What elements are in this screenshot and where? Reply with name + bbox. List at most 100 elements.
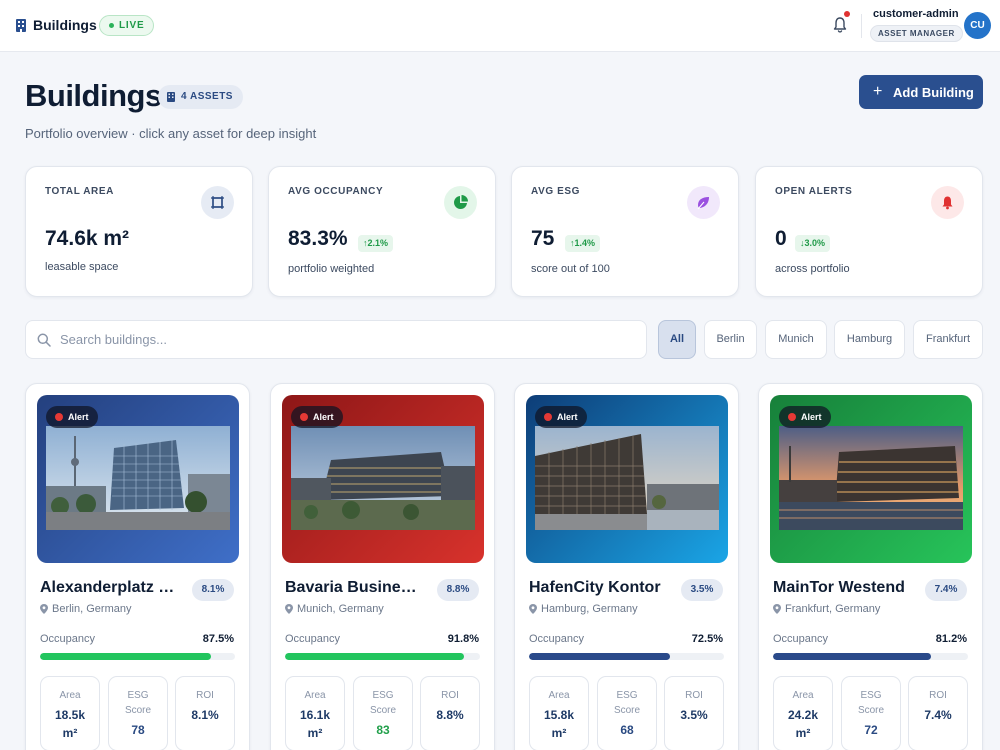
- metric-label: Area: [59, 690, 81, 701]
- roi-badge: 8.8%: [437, 579, 479, 601]
- pie-chart-icon: [444, 186, 477, 219]
- building-icon: [167, 92, 175, 102]
- stat-sub: score out of 100: [531, 263, 610, 275]
- filter-chip-hamburg[interactable]: Hamburg: [834, 320, 905, 359]
- filter-chip-all[interactable]: All: [658, 320, 696, 359]
- metric-value: 8.1%: [191, 708, 219, 722]
- add-building-button[interactable]: + Add Building: [859, 75, 983, 109]
- alert-label: Alert: [557, 412, 578, 422]
- metric-label: ESG Score: [369, 690, 397, 716]
- page-title: Buildings: [25, 78, 162, 113]
- metric-roi: ROI 7.4%: [908, 676, 968, 750]
- occupancy-label: Occupancy: [529, 633, 585, 645]
- metric-value: 8.8%: [436, 708, 464, 722]
- stat-label: TOTAL AREA: [45, 186, 114, 197]
- building-card-alexanderplatz[interactable]: Alert Alexanderplatz Tower 8.1% Berlin, …: [25, 383, 250, 750]
- metric-esg: ESG Score 68: [597, 676, 657, 750]
- role-badge: ASSET MANAGER: [870, 25, 963, 42]
- filter-chip-berlin[interactable]: Berlin: [704, 320, 757, 359]
- metric-value: 24.2k m²: [787, 708, 819, 740]
- stat-label: AVG OCCUPANCY: [288, 186, 384, 197]
- building-card-hafencity[interactable]: Alert HafenCity Kontor 3.5% Hamburg, Ger…: [514, 383, 739, 750]
- occupancy-value: 91.8%: [447, 633, 479, 645]
- stat-card-avg-occupancy: AVG OCCUPANCY 83.3% ↑2.1% portfolio weig…: [268, 166, 496, 297]
- alert-badge: Alert: [46, 406, 98, 428]
- metric-value: 15.8k m²: [543, 708, 575, 740]
- search-icon: [37, 333, 51, 347]
- metric-esg: ESG Score 78: [108, 676, 168, 750]
- occupancy-value: 72.5%: [691, 633, 723, 645]
- asset-count-badge: 4 ASSETS: [158, 85, 243, 109]
- building-name[interactable]: HafenCity Kontor: [529, 579, 661, 596]
- alert-label: Alert: [801, 412, 822, 422]
- building-photo: [46, 426, 230, 530]
- alert-dot: [788, 413, 796, 421]
- building-image-frame: Alert: [282, 395, 484, 563]
- add-building-label: Add Building: [893, 84, 974, 100]
- live-badge: LIVE: [99, 15, 155, 36]
- map-pin-icon: [285, 604, 293, 614]
- stat-label: AVG ESG: [531, 186, 581, 197]
- stat-trend-badge: ↑1.4%: [565, 235, 601, 252]
- occupancy-bar: [773, 653, 968, 660]
- filter-chip-frankfurt[interactable]: Frankfurt: [913, 320, 983, 359]
- asset-count: 4 ASSETS: [181, 91, 233, 102]
- live-label: LIVE: [119, 20, 145, 31]
- stat-sub: across portfolio: [775, 263, 850, 275]
- metric-label: Area: [548, 690, 570, 701]
- metric-value: 78: [131, 723, 145, 737]
- building-name[interactable]: Bavaria Business Park: [285, 579, 425, 596]
- bell-icon: [931, 186, 964, 219]
- building-image-frame: Alert: [37, 395, 239, 563]
- metric-value: 83: [376, 723, 390, 737]
- alert-dot: [544, 413, 552, 421]
- alert-badge: Alert: [779, 406, 831, 428]
- location-text: Berlin, Germany: [52, 603, 132, 615]
- area-icon: [201, 186, 234, 219]
- building-image-frame: Alert: [526, 395, 728, 563]
- stat-card-avg-esg: AVG ESG 75 ↑1.4% score out of 100: [511, 166, 739, 297]
- brand-name[interactable]: Buildings: [33, 17, 97, 33]
- occupancy-bar-fill: [529, 653, 671, 660]
- metric-label: ROI: [929, 690, 947, 701]
- building-card-bavaria[interactable]: Alert Bavaria Business Park 8.8% Munich,…: [270, 383, 495, 750]
- search-input[interactable]: [60, 321, 630, 358]
- occupancy-bar-fill: [40, 653, 211, 660]
- metric-value: 3.5%: [680, 708, 708, 722]
- map-pin-icon: [529, 604, 537, 614]
- occupancy-bar: [529, 653, 724, 660]
- notification-bell-icon[interactable]: [832, 16, 848, 34]
- metric-value: 16.1k m²: [299, 708, 331, 740]
- metric-label: Area: [304, 690, 326, 701]
- stat-trend-badge: ↓3.0%: [795, 235, 831, 252]
- search-box[interactable]: [25, 320, 647, 359]
- roi-badge: 8.1%: [192, 579, 234, 601]
- map-pin-icon: [773, 604, 781, 614]
- building-card-maintor[interactable]: Alert MainTor Westend 7.4% Frankfurt, Ge…: [758, 383, 983, 750]
- building-image-frame: Alert: [770, 395, 972, 563]
- avatar[interactable]: CU: [964, 12, 991, 39]
- location-text: Frankfurt, Germany: [785, 603, 881, 615]
- filter-chip-munich[interactable]: Munich: [765, 320, 827, 359]
- building-name[interactable]: Alexanderplatz Tower: [40, 579, 180, 596]
- alert-dot: [300, 413, 308, 421]
- metric-roi: ROI 8.1%: [175, 676, 235, 750]
- building-photo: [779, 426, 963, 530]
- live-dot: [109, 23, 114, 28]
- stat-value: 0: [775, 227, 787, 250]
- occupancy-bar: [40, 653, 235, 660]
- username[interactable]: customer-admin: [873, 8, 959, 20]
- page-subtitle: Portfolio overview · click any asset for…: [25, 126, 317, 141]
- occupancy-label: Occupancy: [40, 633, 96, 645]
- building-location: Munich, Germany: [285, 603, 384, 615]
- alert-badge: Alert: [291, 406, 343, 428]
- metric-roi: ROI 3.5%: [664, 676, 724, 750]
- stat-trend-badge: ↑2.1%: [358, 235, 394, 252]
- building-icon: [16, 19, 26, 32]
- occupancy-value: 87.5%: [202, 633, 234, 645]
- topbar-divider: [861, 14, 862, 38]
- occupancy-label: Occupancy: [285, 633, 341, 645]
- metric-roi: ROI 8.8%: [420, 676, 480, 750]
- building-name[interactable]: MainTor Westend: [773, 579, 905, 596]
- metric-area: Area 18.5k m²: [40, 676, 100, 750]
